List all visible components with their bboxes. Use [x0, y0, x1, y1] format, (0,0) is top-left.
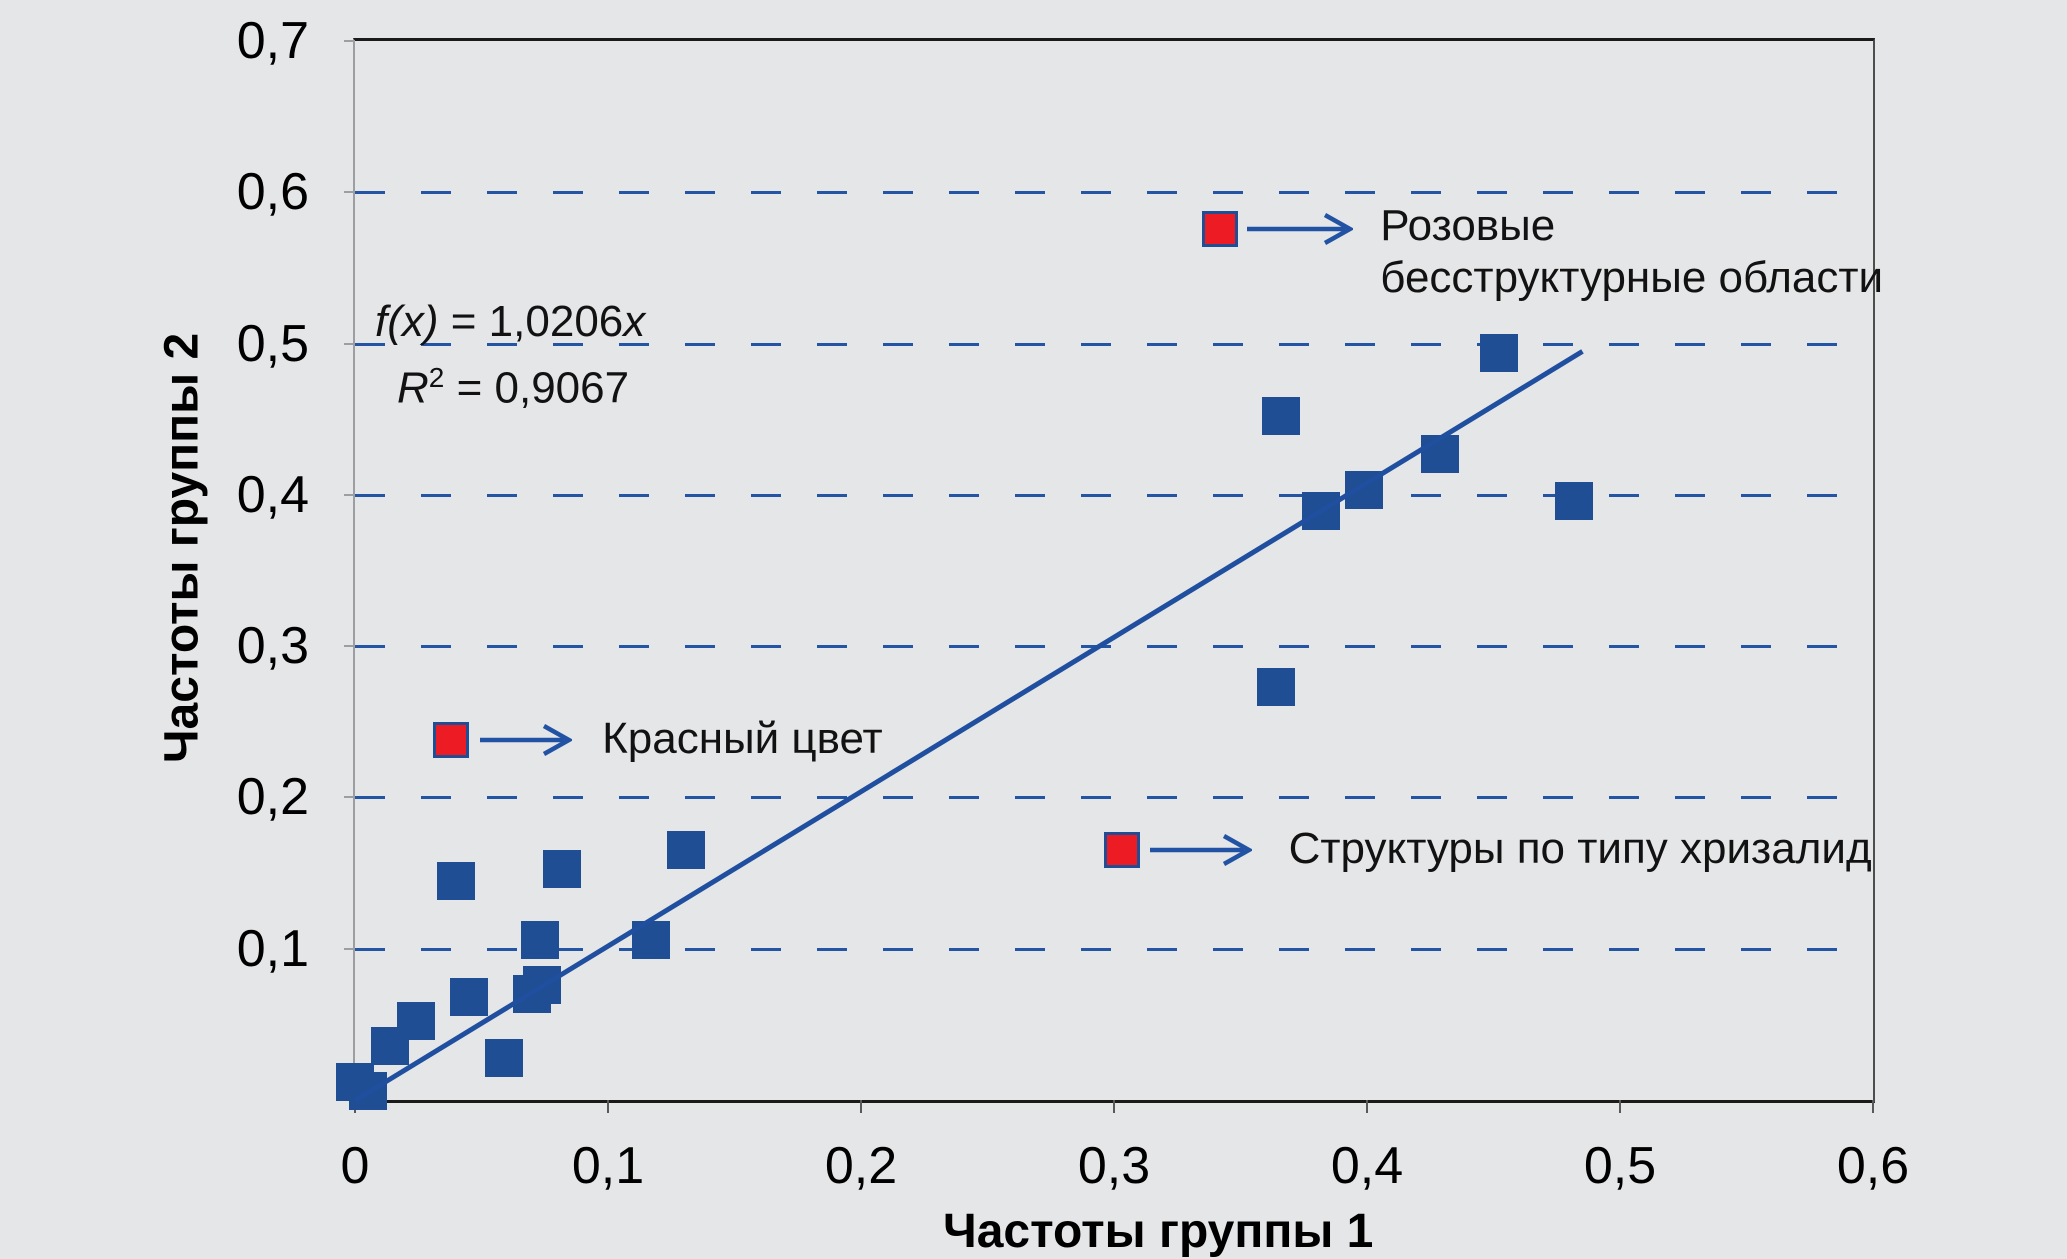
gridline-y-0,1: [355, 947, 1873, 951]
annotation-arrow-icon: [1247, 209, 1355, 254]
annotation-arrow-icon: [480, 720, 574, 765]
gridline-y-0,2: [355, 796, 1873, 800]
trendline-equation: f(x) = 1,0206x R2 = 0,9067: [375, 294, 645, 417]
r-symbol: R: [397, 363, 429, 413]
data-point-marker: [1479, 333, 1518, 372]
annotation-label-line: Красный цвет: [602, 713, 883, 763]
y-axis-tick: [344, 342, 355, 345]
annotation-arrow-icon: [1149, 830, 1254, 875]
y-tick-label: 0,5: [236, 314, 309, 373]
data-point-marker: [520, 920, 559, 959]
arrow-icon: [480, 723, 574, 756]
x-tick-label: 0,5: [1583, 1137, 1657, 1195]
y-axis-tick: [344, 645, 355, 648]
y-axis-tick: [344, 40, 355, 42]
gridline-y-0,4: [355, 493, 1873, 497]
x-axis-tick: [1113, 1100, 1115, 1113]
data-point-marker: [543, 849, 582, 888]
y-tick-label: 0,7: [236, 12, 309, 70]
annotation-label: Структуры по типу хризалид: [1289, 823, 1872, 875]
x-tick-label: 0,1: [571, 1137, 645, 1195]
equation-x-var: x: [623, 297, 646, 346]
x-axis-tick: [1872, 1100, 1874, 1113]
annotation-label-line: бесструктурные области: [1380, 252, 1884, 302]
x-axis-tick: [860, 1100, 862, 1113]
annotation-red-square-marker: [1202, 210, 1239, 247]
y-axis-tick: [344, 493, 355, 496]
data-point-marker: [449, 978, 488, 1017]
y-tick-label: 0,3: [236, 617, 309, 676]
equation-fx: f(x): [375, 297, 439, 346]
annotation-label-line: Розовые: [1380, 200, 1556, 250]
equation-value: = 1,0206: [438, 297, 624, 346]
data-point-marker: [667, 831, 706, 870]
x-tick-label: 0,4: [1330, 1137, 1404, 1195]
gridline-y-0,5: [355, 342, 1873, 346]
annotation-label-line: Структуры по типу хризалид: [1288, 824, 1872, 874]
y-tick-label: 0,6: [236, 163, 309, 222]
x-tick-label: 0,6: [1836, 1137, 1910, 1195]
gridline-y-0,6: [355, 191, 1873, 195]
data-point-marker: [1256, 667, 1295, 706]
equation-line: f(x) = 1,0206x: [375, 294, 645, 350]
annotation-label: Красный цвет: [602, 713, 883, 765]
plot-area: 0,1 0,2 0,3 0,4 0,5 0,6 0,7 0 0,1 0,2 0,3 0,4 0,5 0,6…: [237, 12, 1909, 1195]
y-axis-title: Частоты группы 2: [155, 332, 209, 764]
data-point-marker: [1555, 481, 1594, 520]
annotation-label: Розовые бесструктурные области: [1380, 200, 1883, 304]
gridline-y-0,3: [355, 645, 1873, 649]
data-point-marker: [437, 861, 476, 900]
y-axis-tick: [344, 191, 355, 194]
annotation-red-square-marker: [433, 721, 470, 758]
x-axis-tick: [1366, 1100, 1368, 1113]
r-value: = 0,9067: [444, 363, 630, 413]
y-tick-label: 0,2: [236, 768, 309, 827]
x-axis-title: Частоты группы 1: [943, 1205, 1374, 1258]
x-tick-label: 0: [340, 1137, 370, 1195]
x-tick-label: 0,2: [824, 1137, 898, 1195]
x-tick-label: 0,3: [1077, 1137, 1151, 1195]
x-axis-tick: [1619, 1100, 1621, 1113]
y-axis-tick: [344, 796, 355, 799]
x-axis-tick: [607, 1100, 609, 1113]
y-tick-label: 0,4: [236, 465, 309, 524]
r-exponent: 2: [428, 362, 445, 393]
arrow-icon: [1247, 212, 1355, 245]
y-tick-label: 0,1: [236, 919, 309, 978]
data-point-marker: [1261, 397, 1300, 436]
r-squared-line: R2 = 0,9067: [397, 350, 645, 417]
data-point-marker: [396, 1002, 435, 1041]
annotation-red-square-marker: [1103, 832, 1140, 869]
y-axis-tick: [344, 947, 355, 950]
arrow-icon: [1149, 834, 1254, 867]
data-point-marker: [485, 1038, 524, 1077]
